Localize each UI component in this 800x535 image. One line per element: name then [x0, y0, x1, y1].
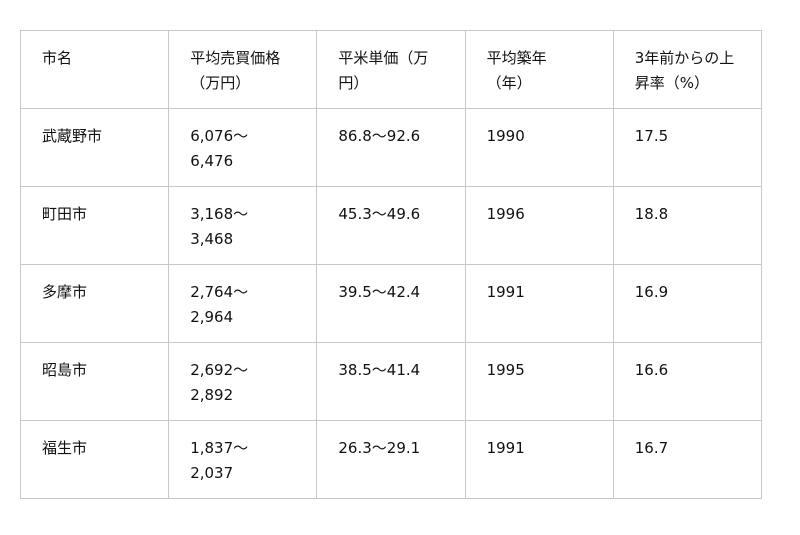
table-row: 武蔵野市 6,076～ 6,476 86.8～92.6 1990 17.5 [19, 108, 763, 187]
table-row: 福生市 1,837～ 2,037 26.3～29.1 1991 16.7 [19, 420, 763, 499]
cell-avg-price: 1,837～ 2,037 [168, 420, 318, 499]
header-unit-price: 平米単価（万 円） [316, 30, 466, 109]
cell-avg-price: 3,168～ 3,468 [168, 186, 318, 265]
header-city: 市名 [19, 30, 170, 109]
cell-city: 武蔵野市 [19, 108, 170, 187]
cell-avg-price: 2,764～ 2,964 [168, 264, 318, 343]
cell-city: 町田市 [19, 186, 170, 265]
cell-growth-rate: 16.7 [612, 420, 763, 499]
cell-unit-price: 26.3～29.1 [316, 420, 466, 499]
table-row: 町田市 3,168～ 3,468 45.3～49.6 1996 18.8 [19, 186, 763, 265]
cell-avg-price: 2,692～ 2,892 [168, 342, 318, 421]
header-avg-year: 平均築年 （年） [464, 30, 614, 109]
cell-city: 多摩市 [19, 264, 170, 343]
cell-unit-price: 38.5～41.4 [316, 342, 466, 421]
cell-growth-rate: 17.5 [612, 108, 763, 187]
cell-avg-price: 6,076～ 6,476 [168, 108, 318, 187]
cell-city: 福生市 [19, 420, 170, 499]
header-row: 市名 平均売買価格 （万円） 平米単価（万 円） 平均築年 （年） 3年前からの… [19, 30, 763, 109]
cell-city: 昭島市 [19, 342, 170, 421]
city-price-table: 市名 平均売買価格 （万円） 平米単価（万 円） 平均築年 （年） 3年前からの… [19, 30, 763, 499]
cell-growth-rate: 16.6 [612, 342, 763, 421]
cell-growth-rate: 18.8 [612, 186, 763, 265]
cell-avg-year: 1991 [464, 420, 614, 499]
cell-avg-year: 1995 [464, 342, 614, 421]
cell-growth-rate: 16.9 [612, 264, 763, 343]
table-row: 昭島市 2,692～ 2,892 38.5～41.4 1995 16.6 [19, 342, 763, 421]
header-growth-rate: 3年前からの上 昇率（%） [612, 30, 763, 109]
table-row: 多摩市 2,764～ 2,964 39.5～42.4 1991 16.9 [19, 264, 763, 343]
cell-avg-year: 1996 [464, 186, 614, 265]
cell-avg-year: 1990 [464, 108, 614, 187]
cell-unit-price: 86.8～92.6 [316, 108, 466, 187]
cell-avg-year: 1991 [464, 264, 614, 343]
cell-unit-price: 39.5～42.4 [316, 264, 466, 343]
cell-unit-price: 45.3～49.6 [316, 186, 466, 265]
header-avg-price: 平均売買価格 （万円） [168, 30, 318, 109]
